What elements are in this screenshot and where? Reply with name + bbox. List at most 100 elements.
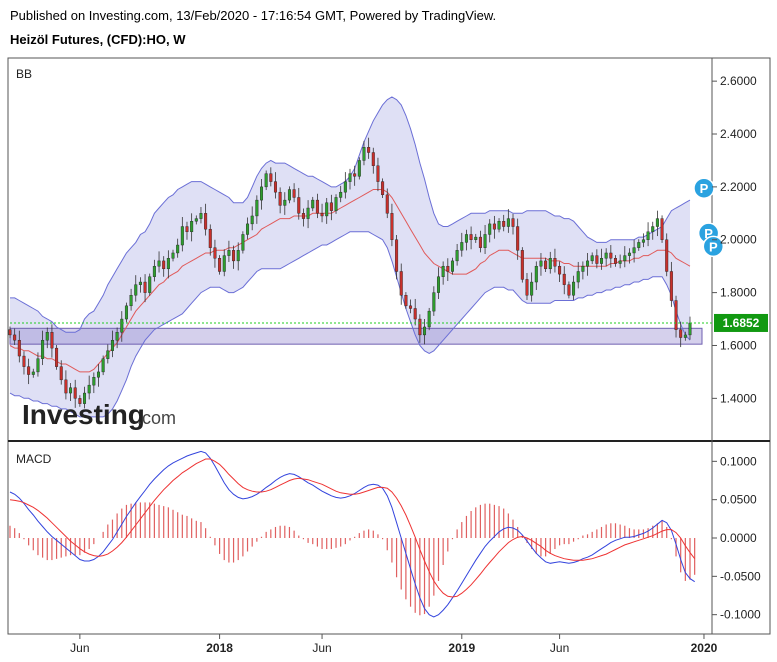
candle-body [101, 358, 105, 373]
macd-tick-label: 0.0000 [720, 531, 757, 545]
candle-body [641, 239, 645, 243]
candle-body [45, 332, 49, 341]
candle-body [367, 147, 371, 153]
candle-body [106, 350, 110, 359]
candle-body [190, 221, 194, 233]
investing-logo: Investing .com [22, 399, 176, 430]
candle-body [27, 366, 31, 375]
candle-body [138, 281, 142, 285]
macd-tick-label: 0.0500 [720, 493, 757, 507]
time-tick-label: 2018 [206, 641, 233, 655]
candle-body [362, 147, 366, 161]
candle-body [320, 213, 324, 217]
candle-body [655, 218, 659, 227]
candle-body [208, 228, 212, 248]
candle-body [343, 181, 347, 193]
candle-body [171, 252, 175, 259]
candle-body [232, 250, 236, 262]
candle-body [255, 199, 259, 217]
candle-body [450, 260, 454, 272]
candle-body [306, 207, 310, 219]
candle-body [180, 226, 184, 246]
candle-body [600, 258, 604, 264]
candle-body [301, 213, 305, 219]
p-marker-label: P [704, 226, 713, 241]
candle-body [506, 218, 510, 227]
candle-body [264, 173, 268, 188]
signal-line [9, 458, 696, 598]
candle-body [376, 165, 380, 182]
candle-body [525, 279, 529, 296]
candle-body [660, 218, 664, 240]
candle-body [390, 213, 394, 240]
candle-body [143, 281, 147, 293]
candle-body [260, 186, 264, 201]
price-tick-label: 2.2000 [720, 180, 757, 194]
price-tick-label: 2.4000 [720, 127, 757, 141]
bb-lower-line [9, 231, 691, 418]
candle-body [292, 189, 296, 198]
candle-body [199, 213, 203, 219]
candle-body [478, 236, 482, 248]
candle-body [129, 295, 133, 307]
candle-body [241, 234, 245, 251]
candle-body [497, 221, 501, 230]
chart-title: Heizöl Futures, (CFD):HO, W [10, 32, 186, 47]
logo-text: Investing [22, 399, 145, 430]
candle-body [13, 334, 17, 341]
candle-body [581, 265, 585, 272]
candle-body [516, 226, 520, 251]
price-tick-label: 2.0000 [720, 233, 757, 247]
macd-layer [9, 450, 696, 618]
candle-body [236, 250, 240, 262]
candle-body [539, 260, 543, 267]
candle-body [609, 252, 613, 259]
p-marker-label: P [709, 239, 718, 254]
candle-body [595, 255, 599, 264]
candle-body [278, 191, 282, 206]
candle-body [576, 271, 580, 283]
candle-body [227, 250, 231, 256]
price-tick-label: 2.6000 [720, 74, 757, 88]
candle-body [669, 271, 673, 301]
candle-body [371, 152, 375, 166]
candle-body [530, 281, 534, 296]
candle-body [665, 239, 669, 272]
candle-body [218, 258, 222, 272]
bb-basis-line [9, 189, 691, 373]
candle-body [152, 265, 156, 277]
candle-body [399, 271, 403, 296]
candle-body [22, 355, 26, 367]
candle-body [511, 218, 515, 227]
time-tick-label: Jun [312, 641, 331, 655]
candle-body [8, 329, 12, 336]
candle-body [17, 339, 21, 357]
candle-body [502, 221, 506, 227]
candle-body [455, 250, 459, 262]
candle-body [329, 202, 333, 211]
candle-body [162, 260, 166, 270]
candle-body [618, 260, 622, 264]
candle-body [553, 258, 557, 267]
candle-body [297, 197, 301, 214]
candle-body [418, 318, 422, 336]
macd-panel-label: MACD [16, 452, 52, 466]
candle-body [87, 384, 91, 394]
macd-tick-label: 0.1000 [720, 454, 757, 468]
candle-body [134, 284, 138, 296]
candle-body [464, 234, 468, 243]
axis-layer: 2.6000 2.4000 2.2000 2.0000 1.8000 1.6000 1.40… [70, 74, 761, 655]
candle-body [632, 247, 636, 254]
candle-body [287, 189, 291, 201]
candle-body [446, 265, 450, 272]
time-tick-label: Jun [550, 641, 569, 655]
candle-body [115, 332, 119, 341]
candle-body [423, 326, 427, 336]
candle-body [353, 173, 357, 177]
price-tick-label: 1.4000 [720, 391, 757, 405]
candle-body [674, 300, 678, 330]
p-marker [693, 177, 715, 199]
candle-body [395, 239, 399, 272]
